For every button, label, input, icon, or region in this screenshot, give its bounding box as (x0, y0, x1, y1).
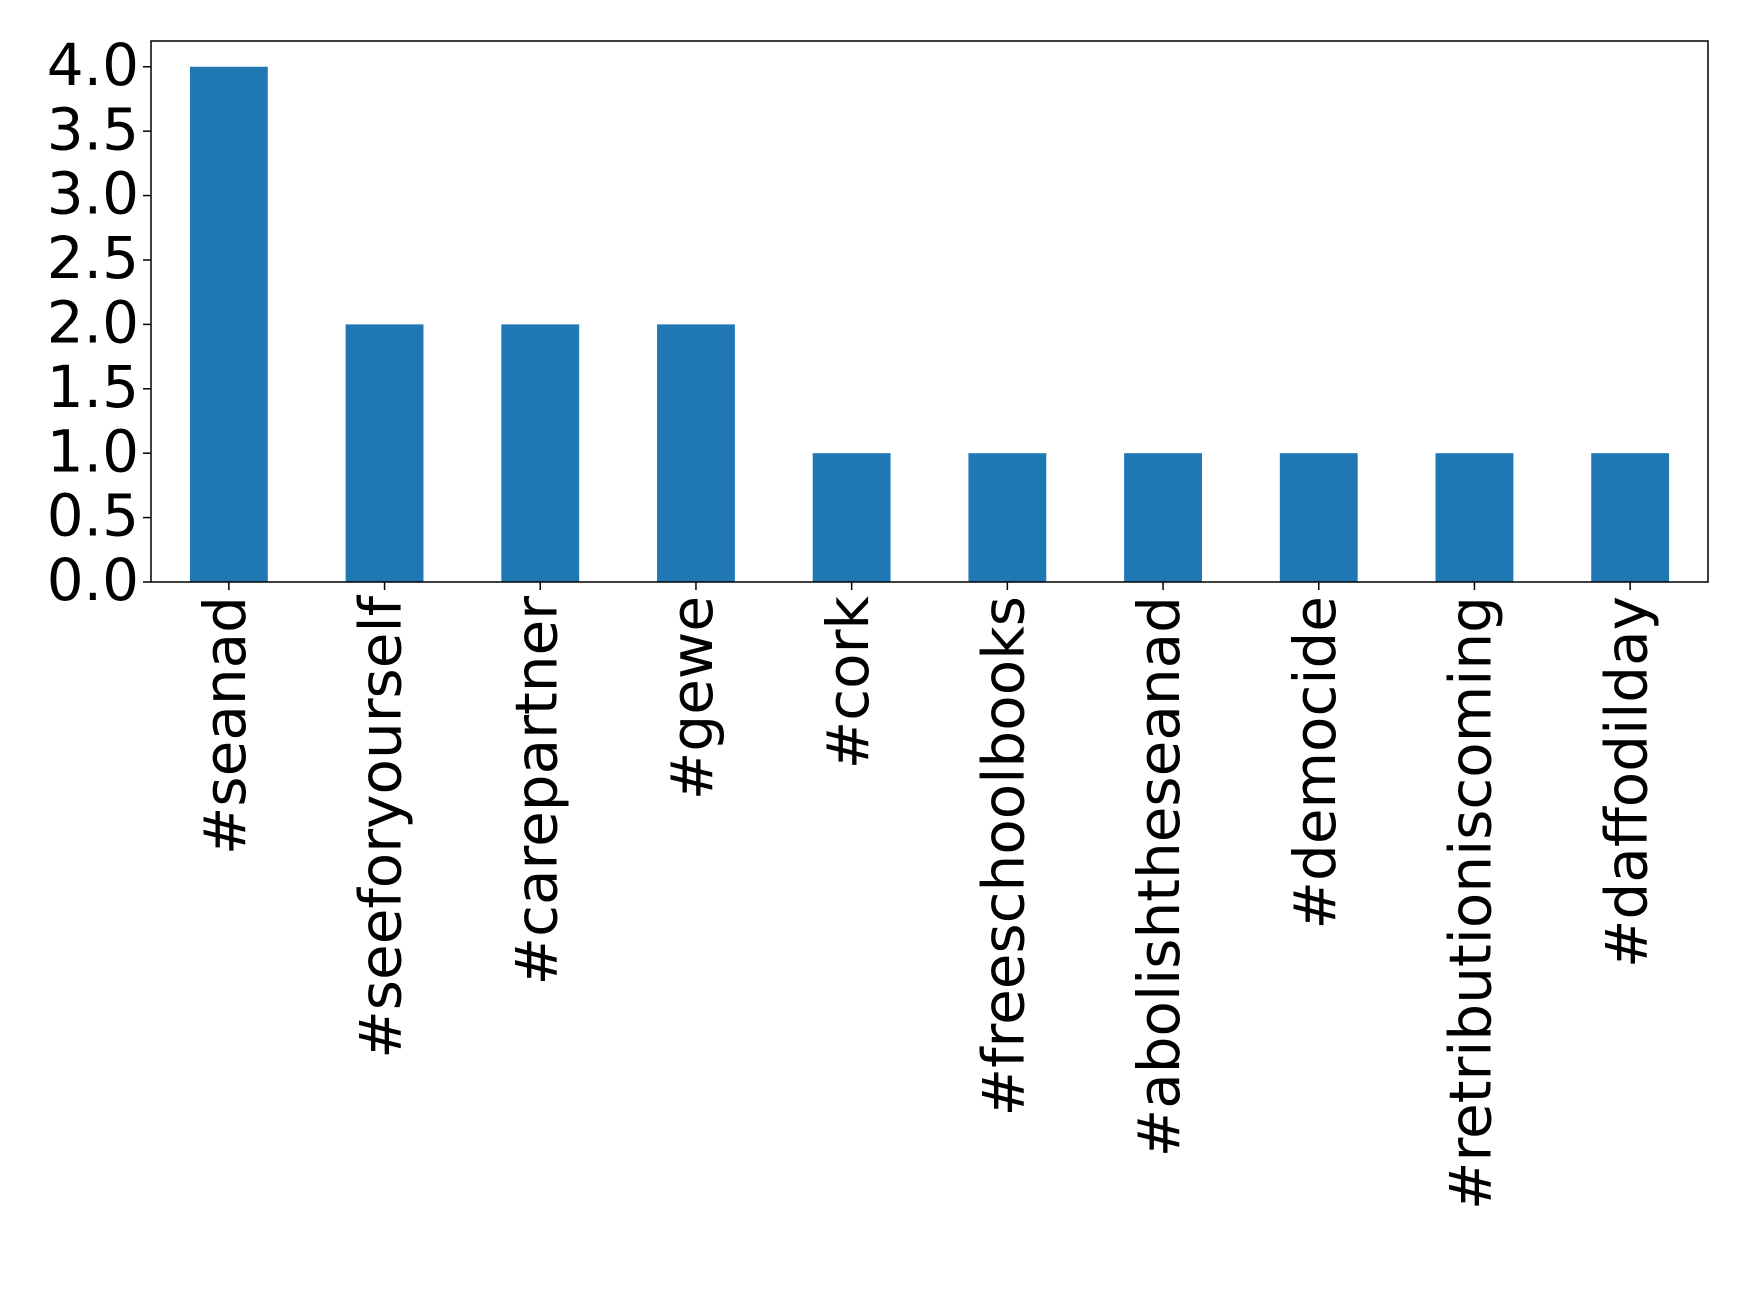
bar (189, 66, 268, 582)
y-tick-label: 0.0 (47, 546, 139, 614)
y-tick-label: 1.5 (47, 353, 139, 421)
bar (1124, 453, 1202, 582)
bar (1279, 453, 1358, 582)
y-tick-label: 1.0 (47, 417, 139, 485)
x-tick-label: #seeforyourself (347, 594, 415, 1058)
y-tick-label: 3.0 (47, 160, 139, 228)
plot-frame (150, 40, 1709, 583)
x-tick-label: #retributioniscoming (1437, 596, 1505, 1210)
bar (968, 453, 1047, 582)
bar (812, 453, 891, 582)
bar (501, 324, 580, 582)
y-tick-label: 2.0 (47, 288, 139, 356)
bar (1591, 453, 1670, 582)
y-tick-label: 4.0 (47, 31, 139, 99)
x-tick-label: #cork (814, 596, 882, 770)
bar (657, 324, 735, 582)
y-tick-label: 2.5 (47, 224, 139, 292)
bar (345, 324, 424, 582)
x-tick-label: #democide (1281, 596, 1349, 930)
x-tick-label: #carepartner (502, 596, 570, 986)
bar (1435, 453, 1514, 582)
x-tick-label: #daffodilday (1592, 596, 1660, 968)
y-tick-label: 0.5 (47, 482, 139, 550)
x-tick-label: #gewe (658, 596, 726, 800)
x-tick-label: #abolishtheseanad (1125, 596, 1193, 1157)
x-tick-label: #seanad (191, 596, 259, 855)
y-tick-label: 3.5 (47, 95, 139, 163)
x-tick-label: #freeschoolbooks (969, 596, 1037, 1117)
